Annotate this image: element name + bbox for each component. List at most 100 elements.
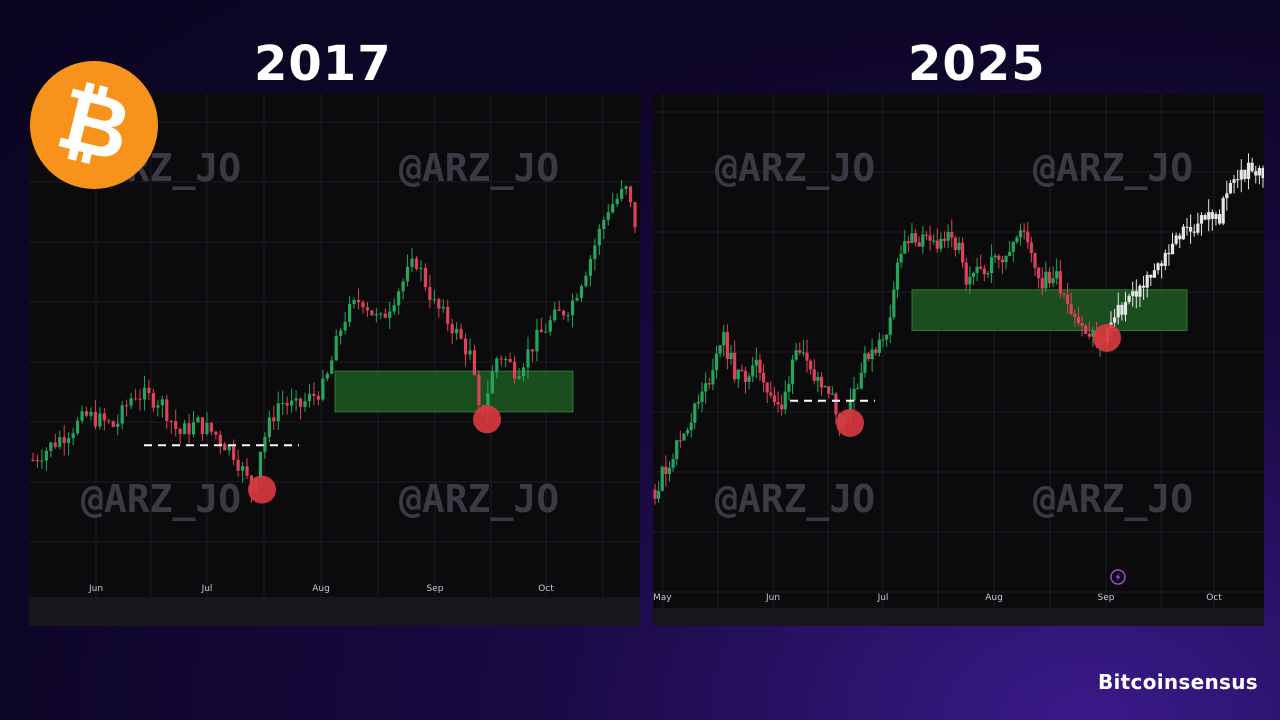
candle-body — [848, 400, 853, 414]
candle-body — [1065, 294, 1070, 304]
candle-body — [863, 353, 867, 373]
candle-body — [1254, 171, 1258, 176]
candle-body — [892, 289, 896, 318]
candle-body — [383, 313, 387, 318]
candle-body — [657, 490, 661, 499]
brand-name: Bitcoinsensus — [1097, 670, 1258, 694]
candle-body — [209, 422, 213, 432]
candle-body — [1189, 226, 1193, 232]
candle-body — [75, 420, 80, 434]
candle-body — [874, 349, 878, 353]
candle-body — [1239, 169, 1243, 180]
candle-body — [245, 466, 249, 476]
candle-body — [526, 349, 530, 368]
candle-body — [410, 258, 414, 267]
chart-panel-2017: @ARZ_JO @ARZ_JO @ARZ_JO @ARZ_JO Jun Jul Aug Sep… — [29, 94, 640, 626]
candle-body — [1091, 330, 1095, 337]
candle-body — [1033, 253, 1037, 268]
candle-body — [388, 311, 392, 318]
candle-body — [805, 352, 809, 361]
candle-body — [93, 411, 98, 427]
candle-body — [379, 313, 383, 315]
candle-body — [1156, 263, 1160, 271]
candle-body — [1120, 304, 1124, 315]
candle-body — [1131, 291, 1135, 296]
candle-body — [866, 353, 871, 360]
candle-body — [67, 438, 71, 443]
candle-body — [334, 336, 338, 361]
candle-body — [950, 232, 954, 238]
candle-body — [1232, 179, 1236, 183]
candle-body — [743, 370, 748, 382]
candle-body — [517, 376, 521, 379]
candle-body — [1243, 169, 1247, 179]
candle-body — [859, 372, 863, 389]
candle-body — [267, 417, 271, 437]
candle-body — [747, 376, 751, 382]
candle-body — [477, 374, 481, 406]
candle-body — [1047, 271, 1052, 284]
candle-body — [98, 413, 102, 427]
support-zone — [911, 289, 1188, 332]
candle-body — [856, 388, 860, 390]
lightning-bolt-shape — [1115, 572, 1121, 582]
candle-body — [870, 349, 874, 360]
watermark-text: @ARZ_JO — [399, 146, 559, 190]
candle-body — [754, 359, 758, 366]
candle-body — [765, 382, 769, 393]
candle-body — [428, 287, 432, 301]
candle-body — [191, 422, 196, 435]
candle-body — [1185, 226, 1189, 228]
chart-title-2017: 2017 — [254, 36, 392, 92]
watermark-text: @ARZ_JO — [1033, 477, 1193, 521]
candle-body — [819, 376, 824, 388]
candle-body — [895, 262, 900, 290]
candle-body — [1181, 226, 1185, 240]
candle-body — [986, 273, 990, 275]
x-tick-label: Sep — [1098, 593, 1115, 603]
candle-body — [120, 405, 124, 424]
candle-body — [205, 422, 209, 434]
candle-body — [486, 393, 490, 412]
candle-body — [787, 383, 791, 392]
candle-body — [660, 466, 664, 491]
candle-body — [827, 386, 831, 394]
candle-body — [343, 321, 347, 331]
candle-body — [852, 388, 856, 401]
candle-body — [463, 338, 468, 355]
candle-body — [1116, 304, 1120, 318]
candle-body — [718, 345, 722, 354]
candle-body — [611, 203, 615, 213]
candle-body — [1196, 223, 1200, 233]
candle-body — [174, 421, 178, 429]
candle-body — [200, 417, 205, 434]
candle-body — [624, 186, 628, 190]
candle-body — [993, 255, 997, 258]
candle-body — [1029, 242, 1033, 254]
candle-body — [1076, 316, 1081, 324]
candle-body — [961, 242, 965, 263]
candle-body — [593, 245, 597, 259]
candle-body — [1051, 278, 1055, 284]
candle-body — [165, 399, 169, 422]
candle-body — [606, 212, 610, 220]
candle-body — [620, 189, 624, 199]
candle-body — [733, 352, 737, 380]
candle-body — [1145, 274, 1149, 288]
candle-body — [924, 234, 929, 236]
candle-body — [1207, 212, 1211, 220]
candle-body — [423, 267, 428, 288]
candle-body — [602, 219, 606, 229]
candle-body — [1217, 214, 1222, 224]
candle-body — [1246, 162, 1251, 179]
candle-body — [689, 422, 693, 431]
candle-body — [783, 391, 787, 410]
candle-body — [232, 445, 236, 460]
x-tick-label: Aug — [985, 593, 1003, 603]
candle-body — [196, 417, 200, 423]
candle-body — [169, 421, 173, 423]
candle-body — [62, 437, 66, 443]
candle-body — [446, 306, 450, 324]
candle-body — [1123, 301, 1128, 315]
candle-body — [1257, 168, 1261, 176]
